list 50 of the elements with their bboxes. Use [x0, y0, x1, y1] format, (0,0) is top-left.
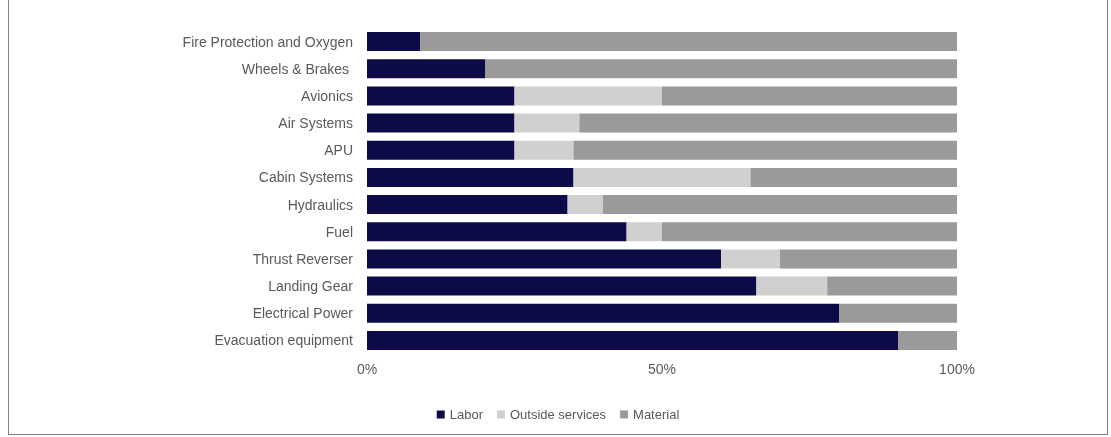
bar [603, 195, 957, 215]
bar [367, 330, 898, 350]
bar [367, 222, 627, 242]
bar [367, 167, 574, 187]
y-tick-label: Fire Protection and Oxygen [182, 33, 353, 50]
bar [420, 32, 957, 52]
bar [839, 303, 957, 323]
bar [367, 32, 421, 52]
y-tick-label: Wheels & Brakes [241, 60, 353, 77]
bar [367, 140, 515, 160]
bar [573, 167, 751, 187]
bar [367, 276, 757, 296]
bar [514, 140, 574, 160]
bar [756, 276, 828, 296]
bar [367, 86, 515, 106]
legend-label: Labor [449, 407, 484, 422]
y-tick-label: Cabin Systems [258, 169, 353, 186]
bar [367, 303, 839, 323]
legend-label: Material [633, 407, 680, 422]
bar [567, 195, 603, 215]
bar [514, 113, 580, 133]
y-tick-label: Evacuation equipment [214, 332, 354, 349]
y-tick-label: APU [324, 142, 353, 159]
bar [367, 59, 485, 79]
bar [485, 59, 957, 79]
bar [367, 249, 721, 269]
bar [573, 140, 957, 160]
y-tick-label: Air Systems [278, 115, 353, 132]
bar [626, 222, 662, 242]
bar [750, 167, 957, 187]
x-tick-label: 100% [939, 361, 975, 377]
x-tick-label: 0% [356, 361, 378, 377]
y-tick-label: Hydraulics [287, 196, 353, 213]
y-tick-label: Thrust Reverser [252, 250, 354, 267]
bar [662, 222, 957, 242]
bar [514, 86, 662, 106]
bar [721, 249, 780, 269]
x-tick-label: 50% [647, 361, 677, 377]
bar [579, 113, 957, 133]
bar [827, 276, 957, 296]
y-tick-label: Avionics [301, 87, 353, 104]
bar [898, 330, 957, 350]
bar [662, 86, 957, 106]
bar [367, 113, 515, 133]
y-tick-label: Electrical Power [252, 305, 354, 322]
y-tick-label: Landing Gear [268, 278, 354, 295]
legend-label: Outside services [509, 407, 607, 422]
bar [780, 249, 957, 269]
bar [367, 195, 568, 215]
y-tick-label: Fuel [325, 223, 353, 240]
